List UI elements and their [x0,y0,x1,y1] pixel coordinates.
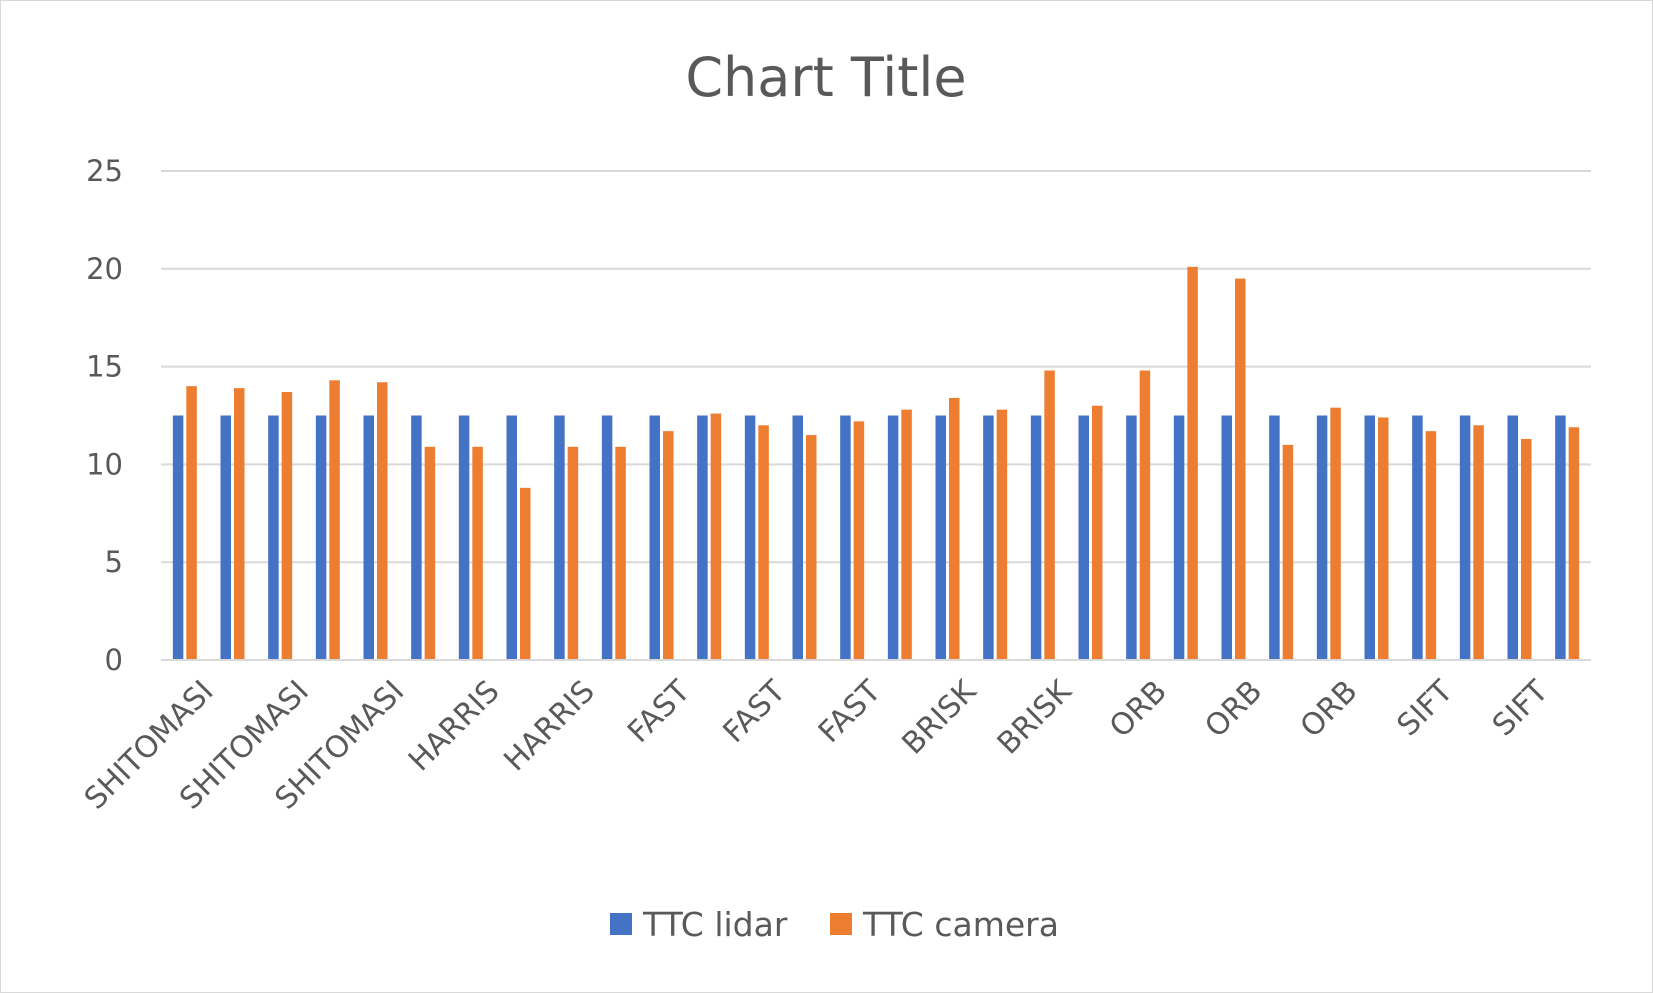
y-tick-label: 20 [86,252,123,286]
y-tick-label: 15 [86,350,123,384]
bar-ttc-camera [758,425,769,660]
bar-ttc-camera [1425,431,1437,660]
bar-ttc-camera [853,421,865,660]
bar-ttc-camera [567,446,579,660]
bar-ttc-camera [710,413,722,660]
bar-ttc-camera [186,386,197,660]
x-tick-label: ORB [1103,674,1174,745]
bar-ttc-camera [806,435,817,660]
bar-ttc-lidar [1269,415,1280,660]
bar-ttc-lidar [1078,415,1089,660]
bar-ttc-lidar [315,415,327,660]
x-tick-label: BRISK [991,673,1080,762]
bar-ttc-camera [1092,405,1103,660]
x-tick-label: HARRIS [497,674,601,778]
bar-ttc-lidar [1555,415,1566,660]
gridlines [161,170,1591,564]
bar-ttc-lidar [935,415,946,660]
legend: TTC lidar TTC camera [610,905,1059,944]
bar-ttc-lidar [506,415,517,660]
x-tick-label: FAST [717,673,793,749]
bar-ttc-lidar [220,415,231,660]
bar-ttc-lidar [1459,415,1471,660]
bar-ttc-camera [1044,370,1055,660]
bar-ttc-camera [1378,417,1389,660]
bar-ttc-lidar [1126,415,1137,660]
y-axis-ticks: 0 5 10 15 20 25 [86,154,123,677]
bar-ttc-camera [901,409,912,660]
y-tick-label: 5 [105,545,123,579]
bar-ttc-lidar [744,415,756,660]
bar-ttc-lidar [649,415,660,660]
y-tick-label: 10 [86,447,123,481]
bar-ttc-camera [1521,438,1532,660]
bar-ttc-lidar [1412,415,1423,660]
bar-ttc-camera [1282,444,1294,660]
bar-ttc-lidar [172,415,184,660]
legend-label: TTC camera [862,905,1059,944]
bar-ttc-camera [1187,266,1198,660]
bar-ttc-camera [234,388,245,660]
bar-ttc-lidar [887,415,899,660]
bar-ttc-lidar [601,415,613,660]
bar-ttc-camera [663,431,674,660]
x-tick-label: FAST [621,673,697,749]
bar-ttc-lidar [458,415,470,660]
bar-ttc-lidar [554,415,565,660]
bar-ttc-lidar [983,415,994,660]
bar-ttc-lidar [411,415,422,660]
bar-ttc-camera [1568,427,1580,660]
bar-ttc-camera [377,382,388,660]
bar-ttc-lidar [1221,415,1232,660]
y-tick-label: 25 [86,154,123,188]
bar-ttc-lidar [1173,415,1185,660]
bar-ttc-lidar [792,415,803,660]
x-tick-label: ORB [1198,674,1269,745]
bar-ttc-camera [996,409,1008,660]
x-tick-label: HARRIS [402,674,506,778]
bar-ttc-camera [1139,370,1151,660]
bar-ttc-lidar [1316,415,1328,660]
bars [172,266,1580,660]
bar-ttc-camera [329,380,340,660]
legend-swatch [830,913,852,935]
bar-ttc-lidar [840,415,851,660]
x-tick-label: SIFT [1391,673,1461,743]
bar-ttc-camera [1235,278,1246,660]
bar-ttc-lidar [1364,415,1375,660]
chart-title: Chart Title [685,46,966,109]
bar-ttc-camera [1330,407,1341,660]
bar-ttc-lidar [1030,415,1042,660]
bar-ttc-camera [520,487,531,660]
y-tick-label: 0 [105,643,123,677]
legend-swatch [610,913,632,935]
bar-ttc-camera [424,446,436,660]
x-tick-label: BRISK [895,673,984,762]
bar-ttc-camera [281,392,293,660]
x-tick-label: SIFT [1486,673,1556,743]
bar-ttc-camera [1473,425,1484,660]
bar-ttc-camera [615,446,626,660]
bar-ttc-camera [472,446,483,660]
x-tick-label: ORB [1294,674,1365,745]
bar-ttc-lidar [268,415,279,660]
bar-ttc-lidar [1507,415,1518,660]
bar-ttc-camera [949,397,960,660]
legend-label: TTC lidar [642,905,788,944]
x-tick-label: FAST [812,673,888,749]
bar-ttc-lidar [363,415,374,660]
bar-ttc-lidar [697,415,708,660]
